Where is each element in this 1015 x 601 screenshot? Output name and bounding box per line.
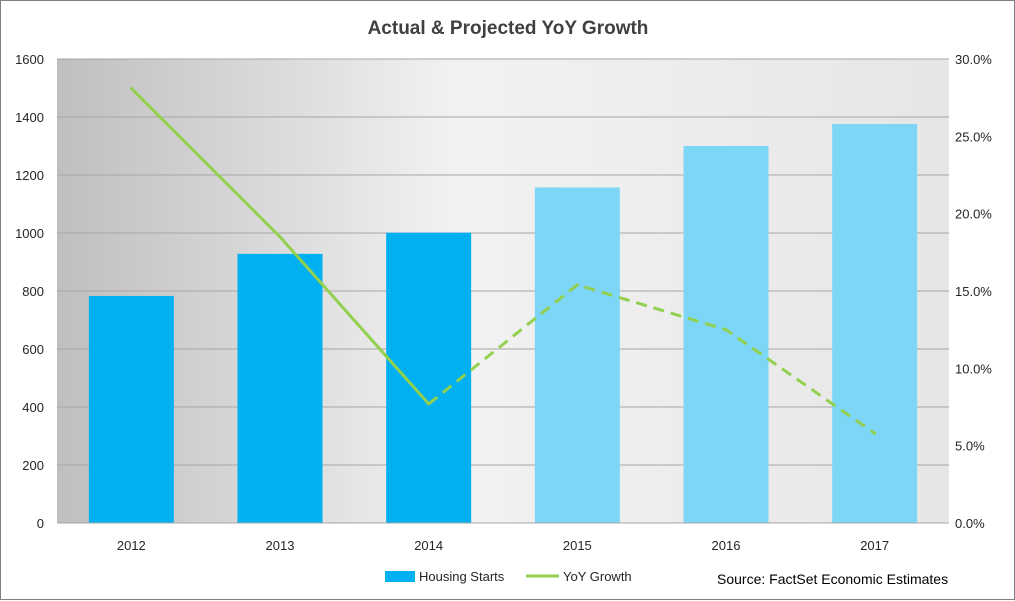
bar-2015 — [534, 187, 620, 523]
bar-2014 — [386, 232, 472, 523]
y-left-tick-label: 1600 — [15, 52, 44, 67]
y-left-tick-label: 1400 — [15, 110, 44, 125]
y-right-tick-label: 20.0% — [955, 207, 992, 222]
y-left-tick-label: 200 — [22, 458, 44, 473]
source-note: Source: FactSet Economic Estimates — [717, 571, 948, 587]
x-tick-label: 2015 — [563, 538, 592, 553]
line-point-2017 — [873, 431, 877, 435]
line-point-2012 — [129, 86, 133, 90]
bar-2013 — [237, 253, 323, 523]
line-point-2013 — [278, 235, 282, 239]
y-right-tick-label: 10.0% — [955, 361, 992, 376]
line-point-2014 — [427, 402, 431, 406]
legend-swatch-housing-starts — [385, 571, 415, 582]
line-point-2016 — [724, 328, 728, 332]
y-left-tick-label: 800 — [22, 284, 44, 299]
x-axis: 2012 2013 2014 2015 2016 2017 — [117, 538, 889, 553]
y-right-tick-label: 15.0% — [955, 284, 992, 299]
line-series — [129, 86, 877, 435]
x-tick-label: 2013 — [266, 538, 295, 553]
y-right-tick-label: 25.0% — [955, 129, 992, 144]
y-left-tick-label: 1200 — [15, 168, 44, 183]
legend-label-housing-starts: Housing Starts — [419, 569, 505, 584]
x-tick-label: 2017 — [860, 538, 889, 553]
y-left-tick-label: 1000 — [15, 226, 44, 241]
legend: Housing Starts YoY Growth — [385, 569, 632, 584]
y-right-tick-label: 5.0% — [955, 439, 985, 454]
line-projected — [427, 283, 876, 435]
legend-label-yoy-growth: YoY Growth — [563, 569, 632, 584]
y-right-tick-label: 30.0% — [955, 52, 992, 67]
x-tick-label: 2012 — [117, 538, 146, 553]
y-axis-right: 0.0% 5.0% 10.0% 15.0% 20.0% 25.0% 30.0% — [955, 52, 992, 531]
x-tick-label: 2014 — [414, 538, 443, 553]
y-right-tick-label: 0.0% — [955, 516, 985, 531]
bar-2017 — [832, 123, 918, 524]
y-left-tick-label: 600 — [22, 342, 44, 357]
y-axis-left: 0 200 400 600 800 1000 1200 1400 1600 — [15, 52, 44, 531]
y-left-tick-label: 400 — [22, 400, 44, 415]
bar-2016 — [683, 146, 769, 523]
chart-title: Actual & Projected YoY Growth — [368, 18, 649, 39]
line-point-2015 — [575, 283, 579, 287]
gridlines — [57, 58, 949, 466]
x-tick-label: 2016 — [712, 538, 741, 553]
bar-series — [88, 123, 918, 524]
bar-2012 — [88, 295, 174, 523]
y-left-tick-label: 0 — [37, 516, 44, 531]
